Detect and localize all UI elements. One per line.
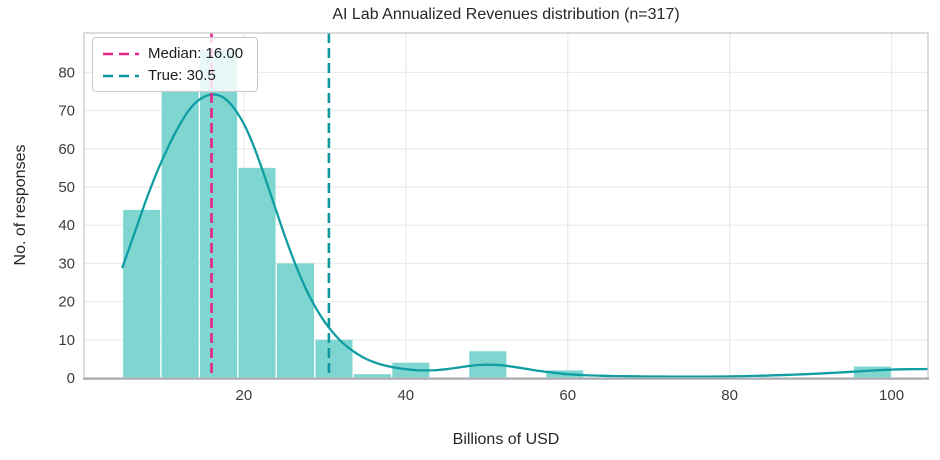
histogram-bar [123, 209, 161, 378]
y-tick-label: 20 [58, 294, 75, 311]
histogram-bar [200, 49, 238, 379]
y-tick-label: 50 [58, 179, 75, 196]
x-tick-label: 60 [559, 387, 576, 404]
x-tick-label: 100 [879, 387, 904, 404]
true-dash-icon [103, 74, 139, 77]
x-tick-label: 40 [397, 387, 414, 404]
x-tick-label: 80 [721, 387, 738, 404]
legend-label-median: Median: 16.00 [148, 45, 244, 62]
y-tick-label: 70 [58, 103, 75, 120]
histogram-bar [276, 263, 315, 378]
chart-title: AI Lab Annualized Revenues distribution … [332, 6, 680, 23]
x-axis-label: Billions of USD [452, 431, 560, 448]
y-axis-label: No. of responses [12, 144, 29, 266]
median-dash-icon [103, 52, 139, 55]
y-tick-label: 30 [58, 255, 75, 272]
histogram-bar [853, 366, 891, 378]
histogram-bar [353, 374, 391, 378]
histogram-bar [238, 167, 276, 378]
y-tick-label: 40 [58, 217, 75, 234]
y-tick-label: 0 [67, 370, 75, 387]
y-tick-label: 80 [58, 64, 75, 81]
x-tick-label: 20 [236, 387, 253, 404]
legend-item-true: True: 30.5 [103, 67, 243, 84]
legend-label-true: True: 30.5 [148, 67, 216, 84]
y-tick-label: 10 [58, 332, 75, 349]
kde-curve [121, 93, 929, 378]
legend: Median: 16.00 True: 30.5 [92, 37, 259, 92]
y-tick-label: 60 [58, 141, 75, 158]
histogram-bar [161, 91, 199, 379]
legend-item-median: Median: 16.00 [103, 45, 243, 62]
